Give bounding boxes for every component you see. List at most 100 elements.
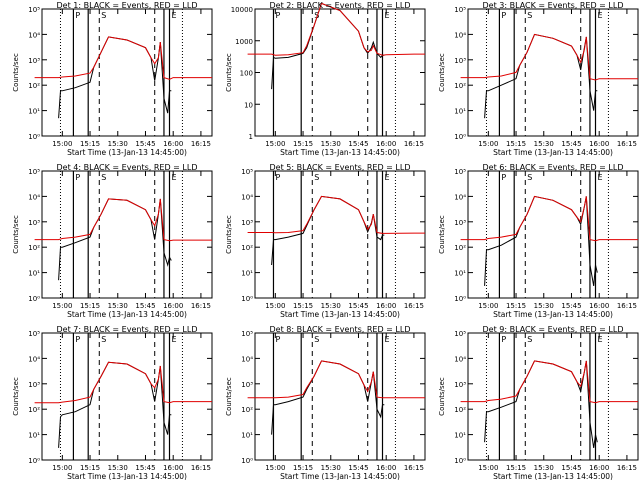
x-tick-label: 15:15 — [506, 302, 526, 310]
chart-title: Det 9: BLACK = Events, RED = LLD — [483, 325, 624, 334]
marker-label: P — [501, 11, 506, 20]
y-tick-label: 10³ — [28, 219, 40, 227]
y-tick-label: 10² — [454, 244, 466, 252]
lld-series-line — [34, 361, 212, 404]
x-axis-label: Start Time (13-Jan-13 14:45:00) — [493, 472, 613, 480]
y-tick-label: 10¹ — [241, 432, 253, 440]
marker-label: S — [527, 173, 532, 182]
chart-title: Det 8: BLACK = Events, RED = LLD — [270, 325, 411, 334]
detector-panel: 1 10 100 1000 10000 15:00 15:15 15:30 15:45 16:00… — [225, 1, 426, 157]
y-axis-label: Counts/sec — [438, 377, 446, 416]
lld-series-line — [460, 195, 638, 242]
x-tick-label: 15:45 — [348, 464, 368, 472]
x-tick-label: 16:00 — [163, 464, 183, 472]
lld-series-line — [460, 33, 638, 81]
y-tick-label: 10¹ — [28, 432, 40, 440]
x-tick-label: 15:45 — [348, 140, 368, 148]
chart-title: Det 5: BLACK = Events, RED = LLD — [270, 163, 411, 172]
x-tick-label: 16:15 — [191, 140, 211, 148]
y-tick-label: 10⁰ — [241, 295, 253, 303]
detector-panel: 10⁰ 10¹ 10² 10³ 10⁴ 10⁵ 15:00 15:15 15:30 15:45 16… — [438, 163, 639, 319]
y-tick-label: 10² — [241, 406, 253, 414]
x-tick-label: 15:00 — [478, 464, 498, 472]
x-tick-label: 16:15 — [617, 302, 637, 310]
chart-title: Det 1: BLACK = Events, RED = LLD — [57, 1, 198, 10]
x-tick-label: 15:30 — [321, 464, 341, 472]
y-tick-label: 10⁴ — [241, 193, 253, 201]
y-tick-label: 10¹ — [28, 270, 40, 278]
y-tick-label: 10⁴ — [28, 355, 40, 363]
y-tick-label: 10⁵ — [28, 168, 40, 176]
plot-frame — [467, 170, 639, 299]
y-tick-label: 10⁵ — [454, 168, 466, 176]
marker-label: P — [501, 335, 506, 344]
x-axis-label: Start Time (13-Jan-13 14:45:00) — [67, 310, 187, 319]
x-tick-label: 15:30 — [108, 140, 128, 148]
y-axis-label: Counts/sec — [225, 215, 233, 254]
lld-series-line — [460, 360, 638, 404]
x-tick-label: 15:00 — [478, 302, 498, 310]
y-tick-label: 10⁰ — [28, 133, 40, 141]
y-tick-label: 10² — [28, 406, 40, 414]
marker-label: S — [527, 11, 532, 20]
y-axis-label: Counts/sec — [225, 377, 233, 416]
x-tick-label: 16:15 — [404, 140, 424, 148]
lld-series-line — [34, 36, 212, 80]
x-axis-label: Start Time (13-Jan-13 14:45:00) — [67, 472, 187, 480]
y-tick-label: 10⁵ — [28, 6, 40, 14]
x-axis-label: Start Time (13-Jan-13 14:45:00) — [280, 148, 400, 157]
lld-series-line — [34, 198, 212, 242]
y-tick-label: 10⁴ — [28, 193, 40, 201]
plot-frame — [254, 8, 426, 137]
x-tick-label: 16:00 — [589, 140, 609, 148]
plot-frame — [41, 170, 213, 299]
detector-panel: 10⁰ 10¹ 10² 10³ 10⁴ 10⁵ 15:00 15:15 15:30 15:45 16… — [12, 163, 213, 319]
y-tick-label: 10³ — [28, 381, 40, 389]
y-tick-label: 10² — [454, 406, 466, 414]
y-tick-label: 10³ — [241, 381, 253, 389]
marker-label: S — [314, 335, 319, 344]
y-tick-label: 10⁵ — [454, 330, 466, 338]
plot-frame — [254, 332, 426, 461]
x-tick-label: 16:15 — [404, 302, 424, 310]
x-axis-label: Start Time (13-Jan-13 14:45:00) — [280, 310, 400, 319]
x-tick-label: 16:15 — [191, 464, 211, 472]
marker-label: S — [101, 11, 106, 20]
y-tick-label: 10⁵ — [241, 330, 253, 338]
y-tick-label: 10¹ — [28, 108, 40, 116]
x-tick-label: 16:00 — [163, 302, 183, 310]
marker-label: P — [275, 173, 280, 182]
x-tick-label: 16:15 — [617, 140, 637, 148]
x-tick-label: 15:00 — [265, 464, 285, 472]
x-tick-label: 15:15 — [80, 302, 100, 310]
x-tick-label: 15:45 — [348, 302, 368, 310]
plot-frame — [467, 332, 639, 461]
marker-label: P — [75, 173, 80, 182]
marker-label: P — [275, 335, 280, 344]
y-tick-label: 10⁴ — [454, 31, 466, 39]
y-tick-label: 10⁰ — [454, 133, 466, 141]
x-tick-label: 15:45 — [561, 464, 581, 472]
marker-label: S — [101, 173, 106, 182]
detector-panel: 10⁰ 10¹ 10² 10³ 10⁴ 10⁵ 15:00 15:15 15:30 15:45 16… — [438, 1, 639, 157]
y-tick-label: 10⁵ — [241, 168, 253, 176]
plot-frame — [41, 8, 213, 137]
x-tick-label: 15:45 — [561, 302, 581, 310]
y-tick-label: 10⁰ — [454, 295, 466, 303]
x-tick-label: 15:15 — [506, 464, 526, 472]
y-tick-label: 10⁰ — [28, 295, 40, 303]
y-tick-label: 10¹ — [454, 432, 466, 440]
detector-panel: 10⁰ 10¹ 10² 10³ 10⁴ 10⁵ 15:00 15:15 15:30 15:45 16… — [12, 325, 213, 480]
detector-panel: 10⁰ 10¹ 10² 10³ 10⁴ 10⁵ 15:00 15:15 15:30 15:45 16… — [225, 325, 426, 480]
marker-label: S — [314, 11, 319, 20]
y-tick-label: 10¹ — [454, 270, 466, 278]
x-tick-label: 15:30 — [321, 140, 341, 148]
marker-label: E — [385, 335, 390, 344]
y-tick-label: 10⁵ — [28, 330, 40, 338]
y-tick-label: 10¹ — [454, 108, 466, 116]
y-tick-label: 10² — [28, 82, 40, 90]
marker-label: E — [598, 335, 603, 344]
y-tick-label: 10³ — [241, 219, 253, 227]
x-tick-label: 15:45 — [561, 140, 581, 148]
